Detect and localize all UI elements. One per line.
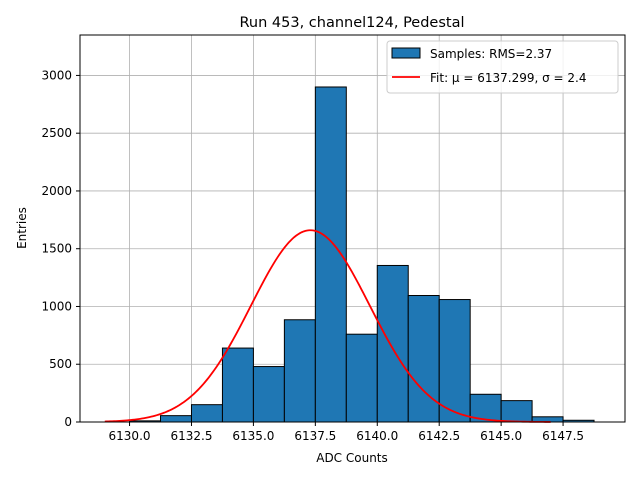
y-tick-label-3: 1500: [41, 242, 72, 256]
histogram-bar-9: [407, 295, 440, 423]
histogram-bar-1: [160, 415, 192, 423]
y-tick-label-0: 0: [64, 415, 72, 429]
plot-frame: [79, 34, 626, 423]
histogram-bar-5: [283, 319, 316, 423]
y-axis-ticks: 0 500 1000 1500 2000 2500 3000: [41, 68, 80, 429]
legend-hist-label: Samples: RMS=2.37: [430, 47, 552, 61]
x-tick-label-7: 6147.5: [542, 429, 584, 443]
x-axis-ticks: 6130.0 6132.5 6135.0 6137.5 6140.0 6142.5 6145…: [109, 422, 584, 443]
legend-fit-label: Fit: μ = 6137.299, σ = 2.4: [430, 71, 587, 85]
y-tick-label-5: 2500: [41, 126, 72, 140]
x-tick-label-6: 6145.0: [480, 429, 522, 443]
legend: Samples: RMS=2.37 Fit: μ = 6137.299, σ =…: [386, 40, 619, 94]
histogram-bar-3: [221, 347, 254, 423]
y-tick-label-1: 500: [49, 357, 72, 371]
histogram-bar-4: [252, 366, 285, 423]
legend-hist-swatch: [391, 47, 421, 59]
y-tick-label-2: 1000: [41, 299, 72, 313]
y-axis-label: Entries: [15, 207, 29, 249]
chart-title: Run 453, channel124, Pedestal: [239, 15, 464, 31]
legend-box: [386, 40, 619, 94]
x-axis-label: ADC Counts: [316, 451, 388, 465]
fit-curve: [104, 229, 551, 423]
fit-curve-group: [104, 229, 551, 423]
x-tick-label-3: 6137.5: [294, 429, 336, 443]
histogram-bar-8: [376, 264, 409, 423]
x-tick-label-4: 6140.0: [356, 429, 398, 443]
x-tick-label-1: 6132.5: [170, 429, 212, 443]
histogram-bars: [129, 86, 595, 423]
y-tick-label-4: 2000: [41, 184, 72, 198]
x-tick-label-0: 6130.0: [109, 429, 151, 443]
y-tick-label-6: 3000: [41, 68, 72, 82]
x-tick-label-5: 6142.5: [418, 429, 460, 443]
histogram-bar-7: [345, 333, 378, 423]
histogram-bar-12: [500, 400, 533, 423]
histogram-bar-2: [190, 404, 223, 423]
x-tick-label-2: 6135.0: [232, 429, 274, 443]
histogram-bar-10: [438, 299, 471, 423]
